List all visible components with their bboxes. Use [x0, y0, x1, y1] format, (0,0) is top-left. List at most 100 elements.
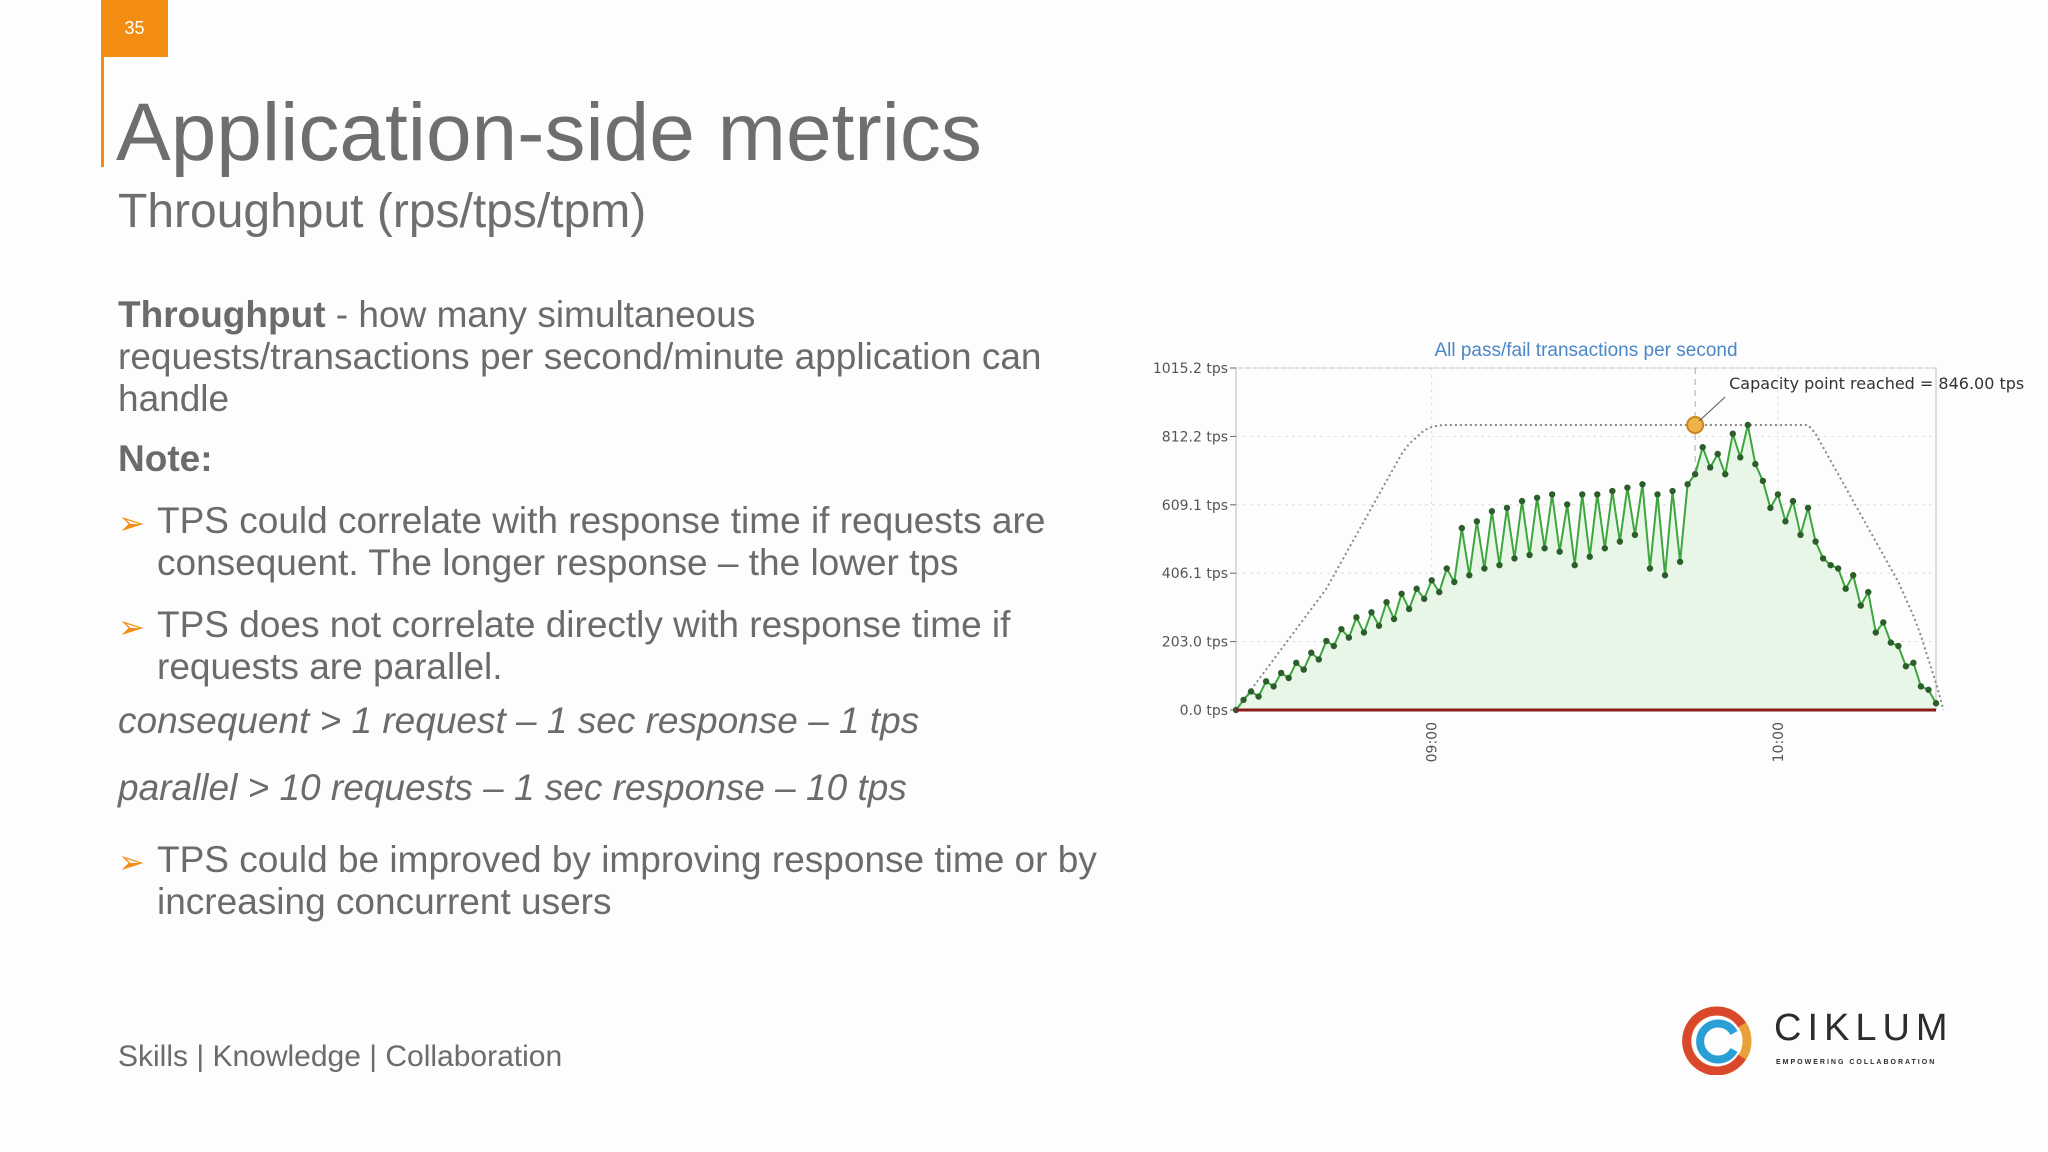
logo-wordmark: CIKLUM: [1774, 1007, 1954, 1049]
bullet-text: TPS could correlate with response time i…: [157, 500, 1046, 583]
ciklum-logo: CIKLUM EMPOWERING COLLABORATION: [1682, 1005, 1948, 1075]
data-point: [1255, 693, 1262, 700]
y-tick-label: 203.0 tps: [1162, 635, 1228, 651]
definition: Throughput - how many simultaneous reque…: [118, 294, 1098, 420]
data-point: [1819, 555, 1827, 562]
bullet-text: TPS could be improved by improving respo…: [157, 839, 1097, 922]
data-point: [1571, 561, 1578, 569]
data-point: [1789, 497, 1797, 505]
data-point: [1466, 572, 1473, 579]
data-point: [1631, 531, 1639, 539]
y-tick-label: 812.2 tps: [1162, 429, 1228, 445]
data-point: [1714, 450, 1721, 458]
data-point: [1375, 622, 1383, 629]
data-point: [1247, 688, 1255, 695]
data-point: [1488, 508, 1496, 515]
data-point: [1428, 577, 1435, 584]
logo-tagline: EMPOWERING COLLABORATION: [1776, 1059, 1937, 1066]
arrow-bullet-icon: ➢: [118, 608, 145, 646]
data-point: [1315, 656, 1322, 663]
data-point: [1699, 444, 1706, 451]
data-point: [1579, 491, 1586, 498]
data-point: [1646, 565, 1654, 572]
data-point: [1458, 524, 1466, 532]
data-point: [1827, 561, 1834, 569]
data-point: [1616, 538, 1624, 545]
data-point: [1443, 565, 1450, 572]
data-point: [1842, 585, 1849, 592]
data-point: [1639, 481, 1646, 488]
data-point: [1518, 497, 1526, 505]
data-point: [1473, 518, 1481, 525]
data-point: [1887, 639, 1895, 646]
data-point: [1398, 590, 1405, 597]
data-point: [1368, 609, 1375, 616]
data-point: [1661, 572, 1669, 579]
data-point: [1300, 666, 1307, 673]
data-point: [1744, 421, 1752, 429]
data-point: [1910, 659, 1917, 667]
y-tick-label: 609.1 tps: [1162, 498, 1228, 514]
data-point: [1405, 605, 1413, 613]
data-point: [1330, 642, 1338, 650]
data-point: [1503, 504, 1511, 512]
data-point: [1759, 477, 1767, 485]
data-point: [1586, 553, 1593, 560]
bullet-text: TPS does not correlate directly with res…: [157, 604, 1011, 687]
body-content: Throughput - how many simultaneous reque…: [118, 294, 1098, 923]
data-point: [1413, 585, 1420, 592]
bullet-item: ➢ TPS could correlate with response time…: [118, 500, 1098, 584]
data-point: [1496, 561, 1503, 569]
data-point: [1481, 565, 1488, 572]
data-point: [1353, 614, 1360, 621]
page-subtitle: Throughput (rps/tps/tpm): [118, 185, 647, 238]
data-point: [1691, 470, 1699, 478]
data-point: [1925, 686, 1932, 693]
data-point: [1932, 700, 1940, 707]
y-tick-label: 406.1 tps: [1162, 566, 1228, 582]
data-point: [1609, 487, 1616, 495]
throughput-chart: All pass/fail transactions per second 101…: [1140, 330, 2040, 770]
data-point: [1676, 558, 1684, 565]
example-parallel: parallel > 10 requests – 1 sec response …: [118, 767, 907, 808]
data-point: [1865, 588, 1872, 596]
x-tick-label: 09:00: [1425, 722, 1441, 762]
data-point: [1601, 545, 1609, 552]
data-point: [1262, 678, 1270, 685]
footer-tagline: Skills | Knowledge | Collaboration: [118, 1040, 563, 1073]
data-point: [1285, 674, 1292, 682]
data-point: [1548, 491, 1556, 498]
logo-mark-icon: [1682, 1006, 1752, 1075]
data-point: [1737, 454, 1744, 461]
data-point: [1880, 619, 1887, 626]
annotation-leader: [1698, 396, 1726, 422]
data-point: [1293, 659, 1300, 667]
data-point: [1722, 470, 1729, 478]
data-point: [1533, 494, 1541, 501]
data-point: [1345, 634, 1353, 641]
data-point: [1526, 551, 1533, 559]
data-point: [1240, 696, 1247, 704]
series-area: [1236, 425, 1936, 710]
data-point: [1857, 602, 1864, 609]
data-point: [1850, 572, 1857, 579]
data-point: [1812, 538, 1819, 545]
data-point: [1654, 491, 1661, 498]
capacity-annotation: Capacity point reached = 846.00 tps: [1729, 374, 2024, 393]
data-point: [1782, 518, 1789, 525]
note-label: Note:: [118, 438, 213, 479]
data-point: [1872, 629, 1879, 636]
page-title: Application-side metrics: [116, 87, 982, 178]
example-consequent: consequent > 1 request – 1 sec response …: [118, 700, 920, 741]
data-point: [1669, 487, 1676, 495]
data-point: [1594, 491, 1601, 498]
accent-line: [101, 57, 104, 167]
data-point: [1895, 642, 1902, 650]
data-point: [1752, 460, 1759, 468]
definition-text: - how many simultaneous requests/transac…: [118, 294, 1042, 419]
data-point: [1360, 629, 1368, 636]
data-point: [1308, 649, 1315, 656]
arrow-bullet-icon: ➢: [118, 504, 145, 542]
data-point: [1624, 484, 1631, 491]
data-point: [1563, 501, 1571, 508]
